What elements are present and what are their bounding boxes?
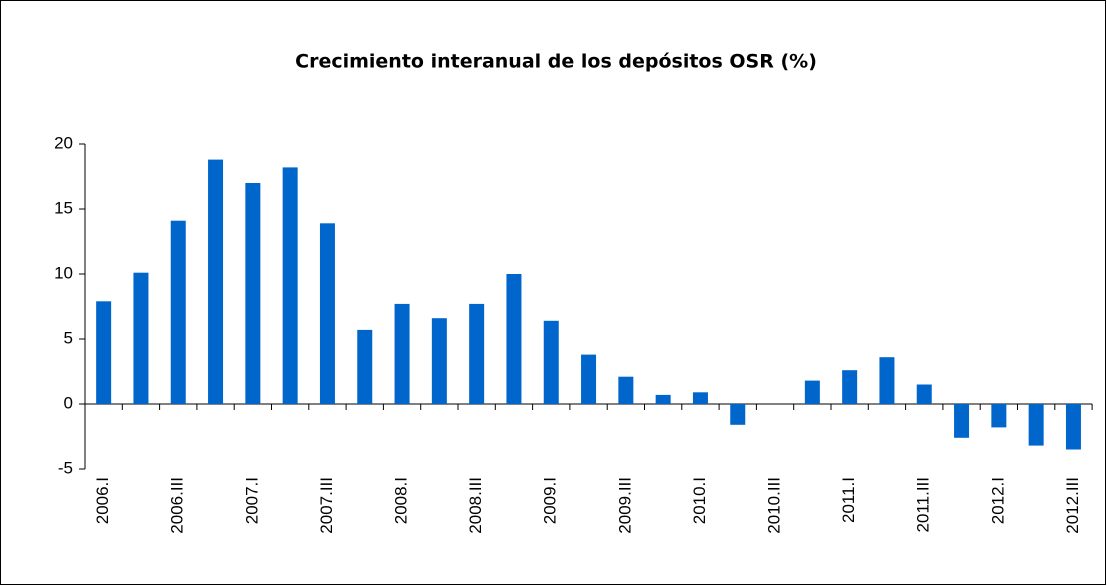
x-tick-label: 2009.I (541, 477, 560, 524)
x-tick-label: 2011.I (839, 477, 858, 523)
bar (319, 223, 335, 404)
bar (692, 392, 708, 404)
y-tick-label: 10 (54, 263, 73, 282)
y-tick-label: 15 (54, 198, 73, 217)
x-tick-label: 2009.III (615, 477, 634, 534)
y-tick-label: 0 (64, 393, 73, 412)
bar (916, 384, 932, 404)
x-tick-label: 2007.I (242, 477, 261, 524)
x-tick-label: 2012.III (1063, 477, 1082, 534)
bar (245, 183, 261, 404)
bar (804, 380, 820, 404)
bar (96, 301, 112, 404)
bar (1028, 404, 1044, 446)
x-tick-label: 2008.III (466, 477, 485, 534)
x-tick-label: 2010.III (765, 477, 784, 534)
bar (991, 404, 1007, 428)
x-tick-label: 2012.I (988, 477, 1007, 524)
bar (431, 318, 447, 404)
bar (954, 404, 970, 438)
bar (543, 320, 559, 404)
bar (1065, 404, 1081, 450)
bar (357, 329, 373, 404)
y-tick-label: -5 (58, 458, 73, 477)
y-tick-label: 20 (54, 133, 73, 152)
bar (469, 303, 485, 404)
x-tick-label: 2007.III (317, 477, 336, 534)
bar (394, 303, 410, 404)
bar (842, 370, 858, 404)
chart-title: Crecimiento interanual de los depósitos … (295, 51, 817, 73)
bar (208, 159, 224, 404)
bar (655, 394, 671, 404)
x-tick-label: 2008.I (392, 477, 411, 524)
bar (170, 220, 186, 404)
x-tick-label: 2010.I (690, 477, 709, 524)
x-tick-label: 2006.III (168, 477, 187, 534)
y-tick-label: 5 (64, 328, 73, 347)
bar (618, 376, 634, 404)
bar (282, 167, 298, 404)
bar (133, 272, 149, 404)
x-tick-label: 2011.III (914, 477, 933, 532)
bar (506, 274, 522, 404)
bar (879, 357, 895, 404)
x-tick-label: 2006.I (93, 477, 112, 524)
bar (730, 404, 746, 425)
bar (581, 354, 597, 404)
